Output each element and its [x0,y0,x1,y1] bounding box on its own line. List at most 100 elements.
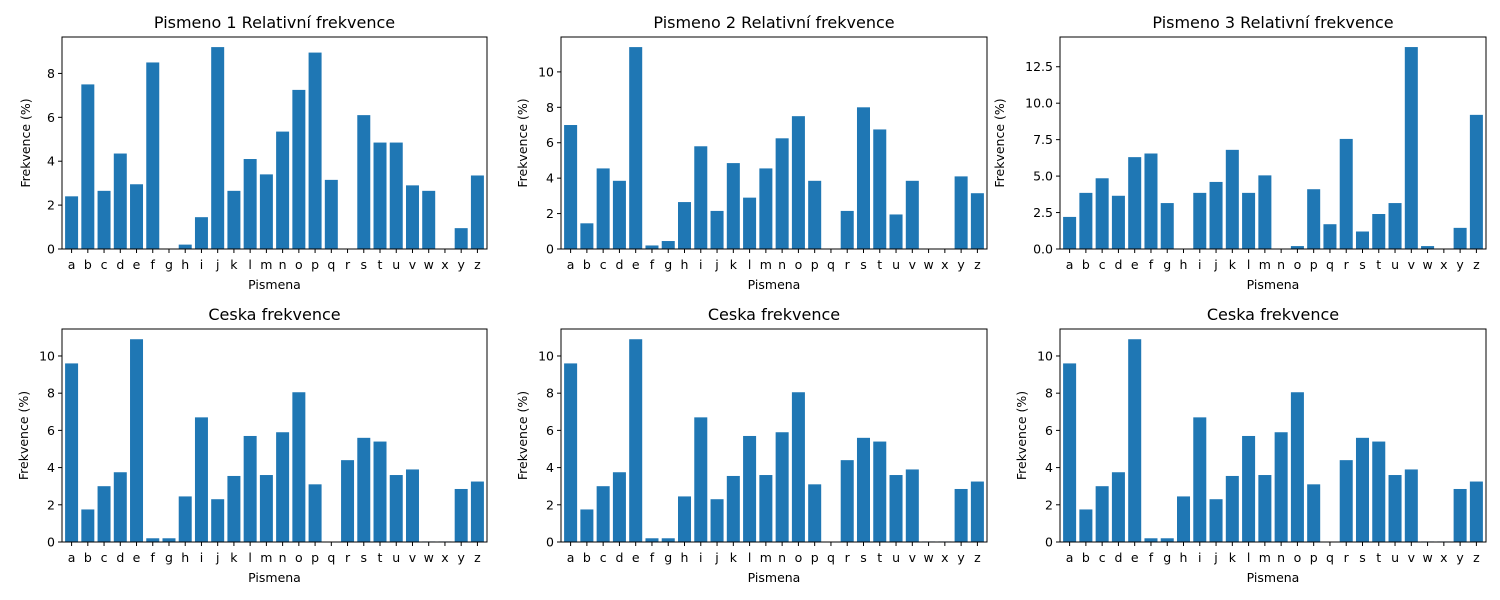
bar-r [840,210,854,249]
x-tick-label-v: v [909,550,917,565]
axes-frame [61,36,488,250]
x-tick-label-x: x [441,257,448,272]
x-tick-label-u: u [892,257,900,272]
bar-z [1469,481,1483,542]
x-tick-label-r: r [1344,550,1350,565]
x-tick-label-b: b [84,550,92,565]
bar-t [873,129,887,249]
x-tick-label-p: p [311,257,319,272]
bar-h [178,496,192,542]
bar-r [1339,460,1353,542]
bar-p [808,180,822,249]
x-tick-label-y: y [957,550,965,565]
bar-j [211,47,225,249]
bar-z [470,175,484,249]
x-tick-label-a: a [567,550,575,565]
x-tick-label-s: s [1359,257,1366,272]
chart-1: a b c d e f g h i j k l m n o p q r s t u v w x y z 0 2 4 6 8 Pismeno 1… [18,13,488,292]
bar-e [130,339,144,542]
bar-m [759,168,773,249]
x-tick-label-m: m [1259,257,1271,272]
x-tick-label-o: o [795,550,803,565]
chart-title: Ceska frekvence [208,305,340,324]
x-tick-label-e: e [133,257,141,272]
x-axis-label: Pismena [1247,277,1300,292]
x-axis-label: Pismena [248,570,301,585]
y-tick-label-4: 10.0 [1025,96,1053,111]
bar-r [341,460,355,542]
bar-f [146,538,160,542]
bar-r [1339,138,1353,249]
x-tick-label-o: o [1294,257,1302,272]
chart-title: Ceska frekvence [1207,305,1339,324]
bar-n [775,432,789,542]
bar-n [775,138,789,249]
x-tick-label-a: a [567,257,575,272]
x-axis-label: Pismena [1247,570,1300,585]
x-tick-label-o: o [295,550,303,565]
chart-title: Ceska frekvence [708,305,840,324]
x-tick-label-j: j [215,550,219,565]
y-tick-label-4: 8 [546,100,554,115]
bar-s [1355,231,1369,249]
x-tick-label-a: a [1066,550,1074,565]
x-tick-label-l: l [248,257,251,272]
chart-6: a b c d e f g h i j k l m n o p q r s t u v w x y z 0 2 4 6 8 10 Ceska f… [1014,305,1487,585]
chart-title: Pismeno 2 Relativní frekvence [653,13,894,32]
bar-e [629,47,643,249]
bar-o [791,392,805,542]
bar-p [308,484,322,542]
bar-p [1307,484,1321,542]
x-tick-label-v: v [409,550,417,565]
y-tick-label-3: 6 [546,135,554,150]
bar-j [1209,181,1223,249]
x-tick-label-r: r [345,550,351,565]
x-tick-label-u: u [1391,550,1399,565]
y-tick-label-1: 2.5 [1033,205,1053,220]
y-tick-label-2: 4 [546,460,554,475]
bar-y [1453,488,1467,542]
bar-v [905,180,919,249]
x-tick-label-t: t [1376,550,1381,565]
x-tick-label-z: z [1473,257,1480,272]
x-tick-label-b: b [1082,257,1090,272]
x-tick-label-f: f [1149,550,1154,565]
x-tick-label-f: f [650,550,655,565]
x-tick-label-j: j [215,257,219,272]
x-tick-label-e: e [632,550,640,565]
bar-j [710,210,724,249]
bar-b [1079,509,1093,542]
bar-v [1404,47,1418,250]
x-tick-label-i: i [699,257,702,272]
bar-h [1177,496,1191,542]
bar-a [1063,216,1077,249]
x-tick-label-y: y [1456,550,1464,565]
bar-f [146,62,160,250]
x-tick-label-z: z [474,257,481,272]
bar-b [81,84,95,250]
x-tick-label-f: f [650,257,655,272]
x-tick-label-a: a [68,550,76,565]
x-tick-label-x: x [941,257,948,272]
bar-u [1388,203,1402,249]
x-tick-label-l: l [1247,257,1250,272]
bar-v [405,469,419,542]
x-tick-label-g: g [165,257,173,272]
x-tick-label-w: w [1422,550,1432,565]
x-tick-label-w: w [424,257,434,272]
bar-a [564,363,578,542]
bar-a [1063,363,1077,542]
axes-frame [560,328,988,543]
bar-z [970,481,984,542]
bar-k [1225,149,1239,249]
bar-d [612,180,626,249]
bar-e [629,339,643,542]
bar-l [1242,192,1256,249]
x-tick-label-j: j [1213,257,1217,272]
x-tick-label-h: h [1180,550,1188,565]
x-tick-label-c: c [101,257,108,272]
x-tick-label-p: p [1310,550,1318,565]
axes-frame [1059,36,1487,250]
x-tick-label-v: v [409,257,417,272]
x-tick-label-g: g [165,550,173,565]
